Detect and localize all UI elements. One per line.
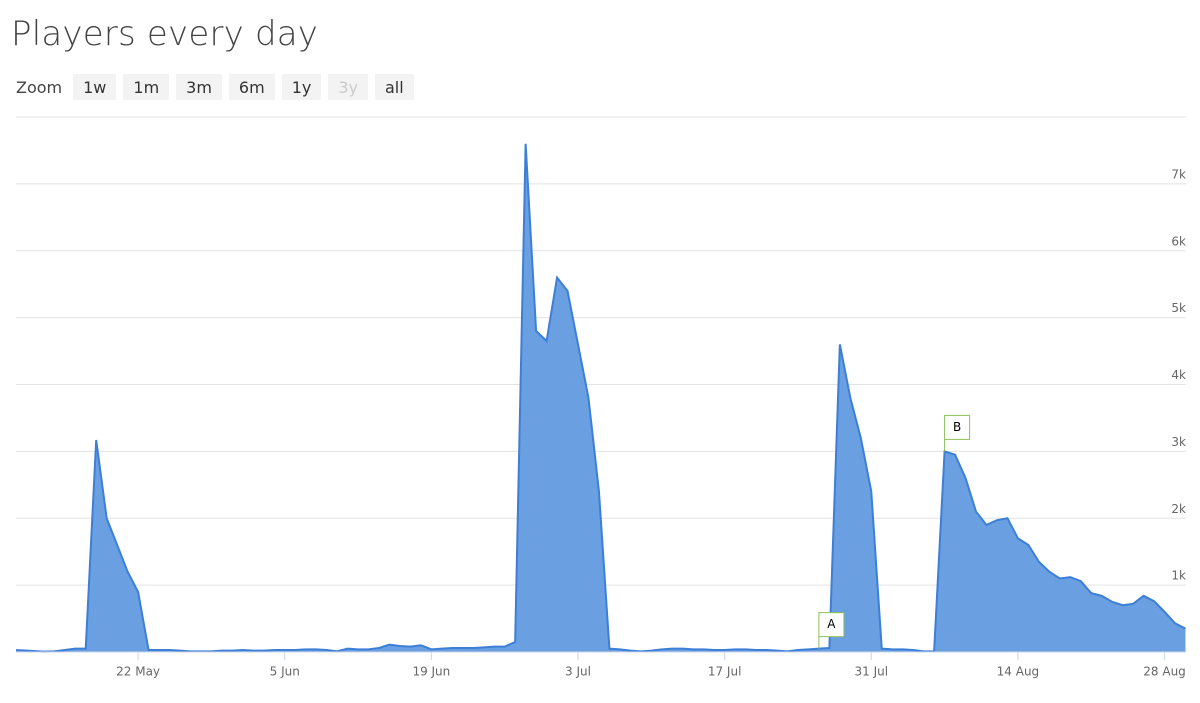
- flag-label: A: [827, 617, 836, 631]
- y-tick-label: 7k: [1171, 167, 1186, 181]
- chart-title: Players every day: [11, 14, 319, 54]
- x-tick-label: 5 Jun: [270, 665, 300, 679]
- x-tick-label: 22 May: [116, 665, 160, 679]
- y-tick-label: 3k: [1171, 435, 1186, 449]
- flag: [818, 612, 845, 638]
- zoom-button: 3y: [328, 74, 368, 100]
- flag-label: B: [953, 420, 961, 434]
- x-tick-label: 31 Jul: [854, 665, 888, 679]
- flag: [944, 414, 971, 440]
- x-tick-label: 14 Aug: [997, 665, 1040, 679]
- zoom-button[interactable]: 1w: [73, 74, 117, 100]
- zoom-bar: Zoom 1w 1m 3m 6m 1y 3y all: [16, 74, 414, 100]
- zoom-button[interactable]: 6m: [228, 74, 275, 100]
- y-tick-label: 5k: [1171, 301, 1186, 315]
- x-tick-label: 3 Jul: [565, 665, 591, 679]
- x-tick-label: 17 Jul: [708, 665, 742, 679]
- y-tick-label: 4k: [1171, 368, 1186, 382]
- x-tick-label: 28 Aug: [1143, 665, 1186, 679]
- zoom-button[interactable]: 1y: [281, 74, 322, 100]
- area: [16, 143, 1186, 652]
- zoom-button[interactable]: 1m: [123, 74, 170, 100]
- zoom-label: Zoom: [16, 77, 63, 97]
- y-tick-label: 6k: [1171, 234, 1186, 248]
- y-tick-label: 1k: [1171, 569, 1186, 583]
- area-line: [16, 143, 1186, 653]
- zoom-button[interactable]: all: [375, 74, 414, 100]
- zoom-button[interactable]: 3m: [176, 74, 222, 100]
- y-tick-label: 2k: [1171, 502, 1186, 516]
- x-tick-label: 19 Jun: [412, 665, 450, 679]
